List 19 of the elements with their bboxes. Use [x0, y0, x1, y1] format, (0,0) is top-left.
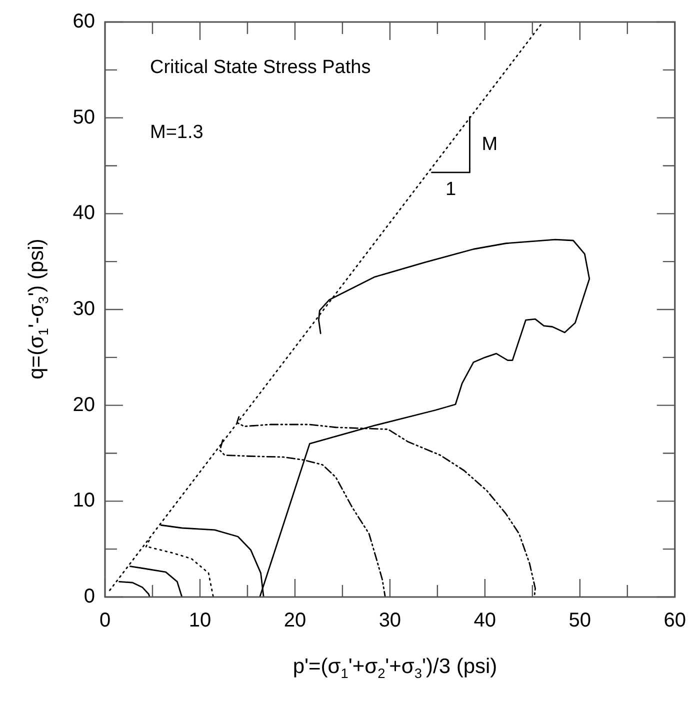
y-tick-label: 20 [72, 394, 95, 416]
x-tick-label: 50 [568, 610, 592, 632]
x-tick-label: 40 [474, 610, 496, 632]
y-tick-label: 50 [72, 106, 95, 128]
annotation: M=1.3 [150, 122, 204, 144]
y-tick-label: 0 [84, 586, 95, 608]
x-tick-label: 10 [188, 610, 212, 632]
x-tick-label: 0 [99, 610, 111, 632]
y-tick-label: 10 [72, 490, 95, 512]
y-tick-label: 40 [72, 202, 95, 224]
y-tick-label: 30 [72, 298, 95, 320]
text: Critical State Stress Paths [150, 57, 371, 78]
x-axis-title: p'=(σ$_{1}$'+σ$_{2}$'+σ$_{3}$')/3 (psi) [292, 655, 498, 682]
x-tick-label: 60 [664, 610, 686, 632]
annotation: 1 [445, 179, 456, 200]
x-tick-label: 20 [284, 610, 306, 632]
x-tick-label: 30 [378, 610, 402, 632]
y-tick-label: 60 [72, 10, 95, 33]
annotation: M [482, 134, 498, 155]
